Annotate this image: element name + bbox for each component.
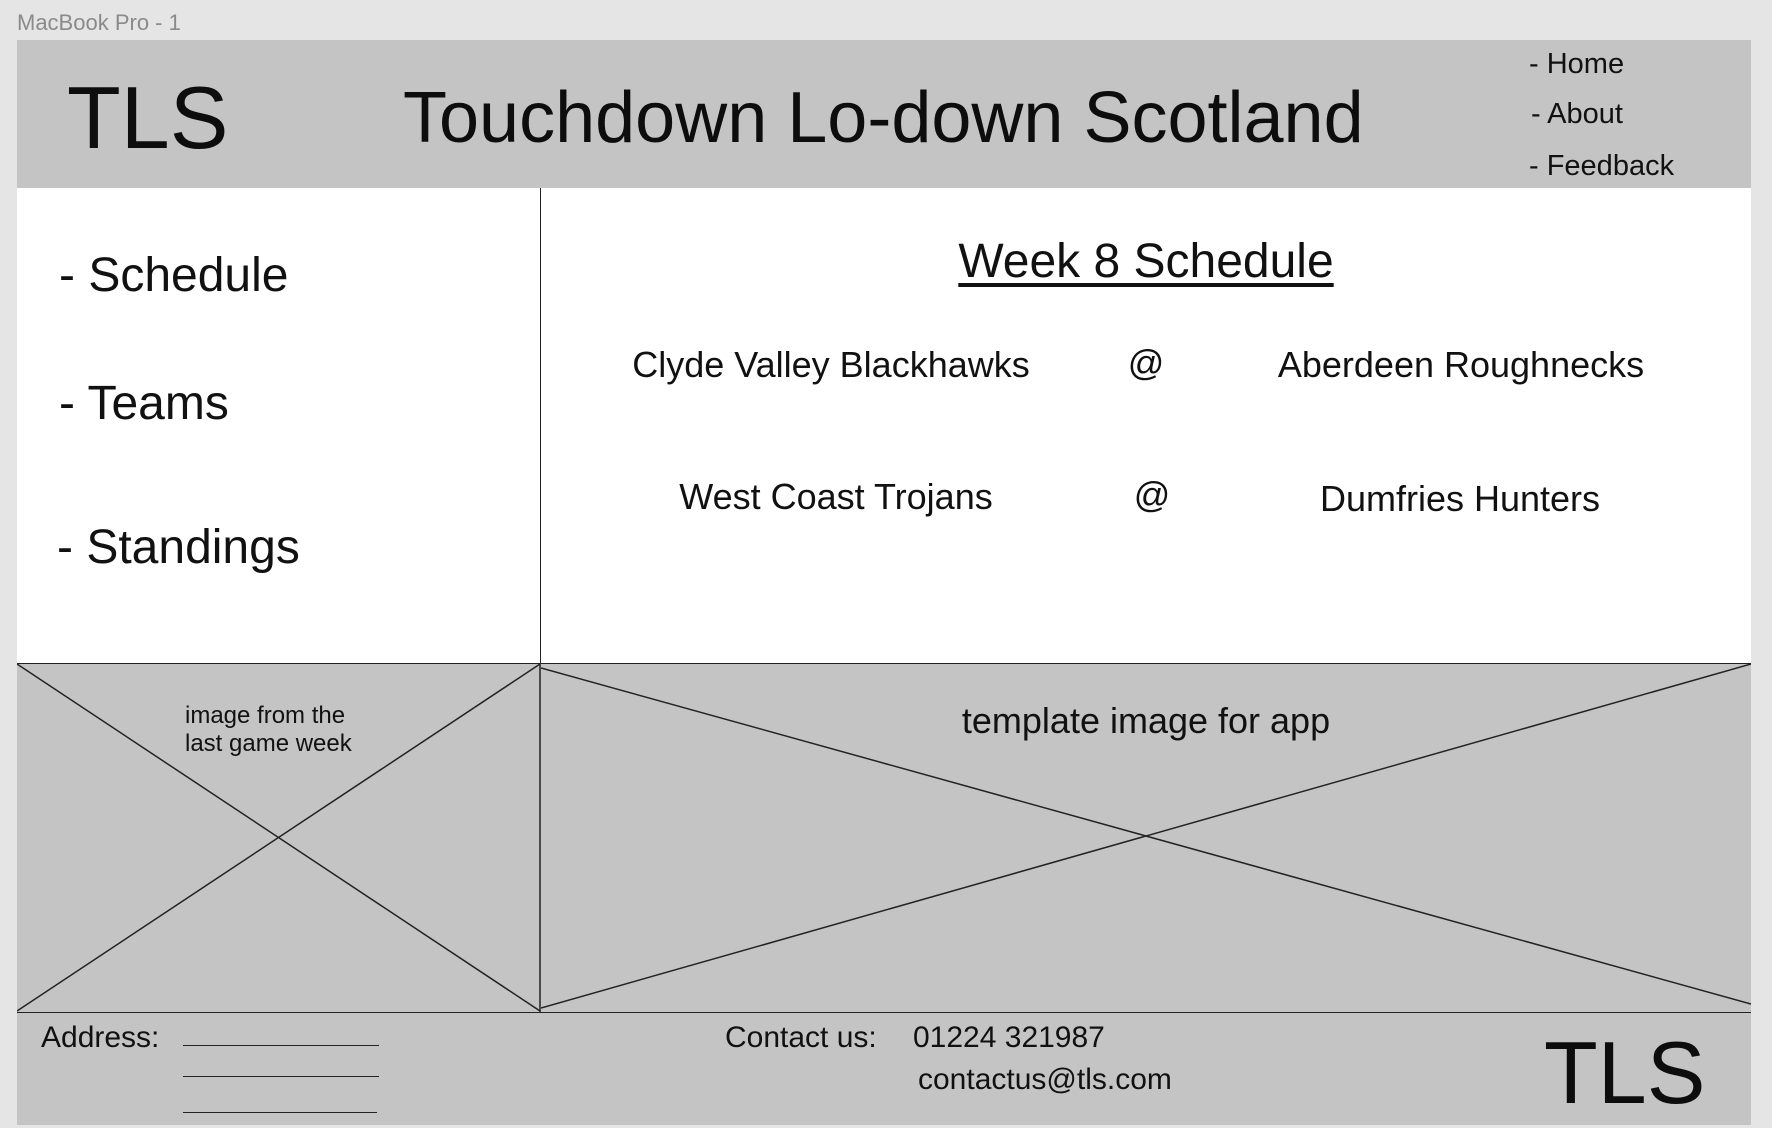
left-image-caption-line1: image from the [185,702,346,729]
contact-label: Contact us: [725,1021,877,1054]
address-label: Address: [41,1021,160,1054]
left-image-caption-line2: last game week [185,730,352,757]
footer-logo: TLS [1544,1023,1706,1122]
contact-email[interactable]: contactus@tls.com [918,1063,1172,1096]
left-image-caption: image from the last game week [185,702,352,758]
sidebar-item-standings[interactable]: - Standings [57,521,300,574]
artboard: TLS Touchdown Lo-down Scotland - Home - … [17,40,1751,1125]
right-image-caption: template image for app [961,700,1331,741]
placeholder-cross-icon [17,664,541,1012]
contact-phone[interactable]: 01224 321987 [913,1021,1105,1054]
sidebar-item-schedule[interactable]: - Schedule [59,249,289,302]
address-line-2 [183,1076,379,1077]
schedule-title: Week 8 Schedule [958,235,1334,288]
schedule-panel: Week 8 Schedule Clyde Valley Blackhawks … [541,188,1751,664]
header-logo[interactable]: TLS [67,68,229,167]
frame-label: MacBook Pro - 1 [17,10,181,35]
game-2-away-team: West Coast Trojans [679,476,993,517]
placeholder-cross-icon [541,664,1751,1009]
game-1-away-team: Clyde Valley Blackhawks [632,344,1030,385]
game-1-at-symbol: @ [1127,342,1165,383]
address-line-3 [183,1112,377,1113]
site-title: Touchdown Lo-down Scotland [403,78,1364,158]
game-2-home-team: Dumfries Hunters [1319,478,1601,519]
game-1-home-team: Aberdeen Roughnecks [1277,344,1645,385]
nav-feedback-link[interactable]: - Feedback [1529,150,1675,182]
last-week-image-placeholder: image from the last game week [17,664,541,1012]
site-footer: Address: Contact us: 01224 321987 contac… [17,1012,1751,1125]
address-line-1 [183,1045,379,1046]
sidebar: - Schedule - Teams - Standings [17,188,541,664]
game-2-at-symbol: @ [1133,474,1171,515]
sidebar-item-teams[interactable]: - Teams [59,377,229,430]
app-template-image-placeholder: template image for app [541,664,1751,1012]
nav-about-link[interactable]: - About [1531,98,1623,130]
site-header: TLS Touchdown Lo-down Scotland - Home - … [17,40,1751,189]
nav-home-link[interactable]: - Home [1529,48,1625,80]
